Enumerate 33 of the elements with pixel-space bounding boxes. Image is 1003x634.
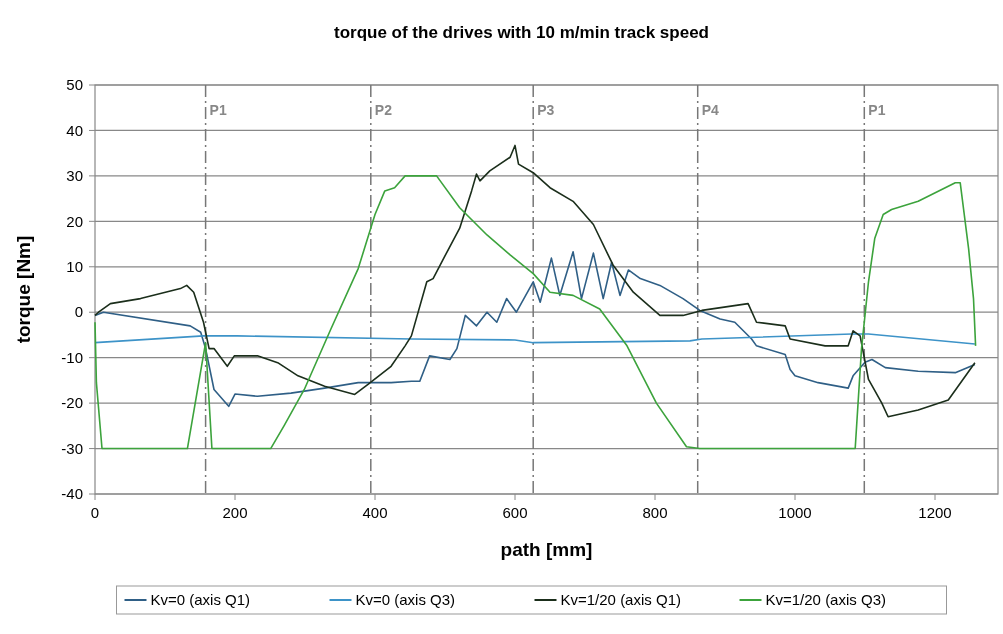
y-tick-label: 10 (66, 258, 83, 276)
x-tick-label: 800 (642, 504, 668, 521)
x-tick-label: 600 (502, 504, 528, 521)
legend-label: Kv=0 (axis Q3) (355, 591, 456, 609)
y-tick-label: 20 (66, 212, 83, 230)
legend-label: Kv=0 (axis Q1) (150, 591, 251, 609)
line-series (94, 250, 976, 408)
chart-title: torque of the drives with 10 m/min track speed (333, 23, 710, 42)
legend-label: Kv=1/20 (axis Q1) (560, 591, 681, 609)
y-tick-label: -20 (61, 394, 83, 412)
line-series (94, 333, 976, 345)
x-tick-label: 1000 (778, 504, 812, 521)
x-tick-label: 1200 (918, 504, 952, 521)
y-tick-label: -40 (61, 485, 83, 503)
y-tick-label: 0 (74, 303, 83, 321)
y-tick-label: 50 (66, 76, 83, 94)
y-tick-label: -30 (61, 439, 83, 457)
x-tick-label: 200 (222, 504, 248, 521)
ref-line-label: P1 (868, 102, 886, 118)
legend-label: Kv=1/20 (axis Q3) (765, 591, 886, 609)
x-tick-label: 0 (90, 504, 100, 521)
ref-line-label: P1 (209, 102, 227, 118)
x-tick-label: 400 (362, 504, 388, 521)
x-axis-title: path [mm] (500, 539, 593, 560)
y-tick-label: 40 (66, 121, 83, 139)
line-series (94, 144, 976, 418)
line-series (94, 175, 977, 450)
ref-line-label: P4 (701, 102, 720, 118)
y-axis-title: torque [Nm] (13, 235, 34, 344)
ref-line-label: P2 (374, 102, 393, 118)
y-tick-label: 30 (66, 167, 83, 185)
ref-line-label: P3 (537, 102, 555, 118)
y-tick-label: -10 (61, 348, 83, 366)
